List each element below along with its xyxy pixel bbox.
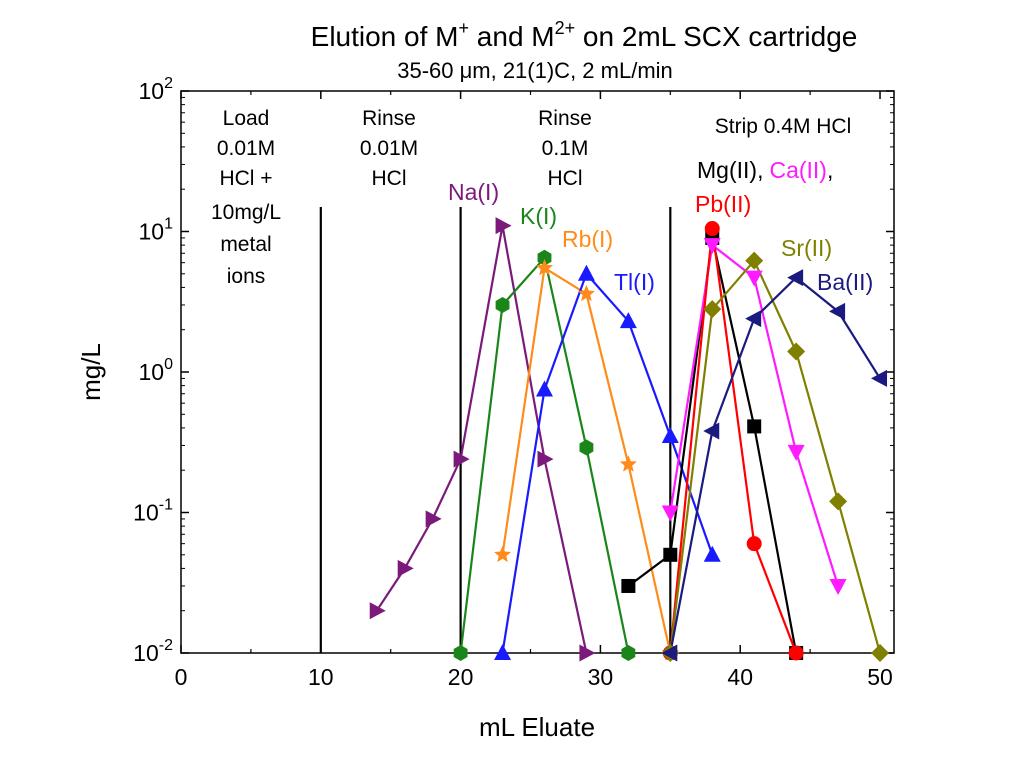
label-ca: Ca(II) <box>769 157 827 183</box>
point-k-i <box>537 249 552 266</box>
series-line-ba-ii <box>669 276 881 654</box>
point-na-i <box>425 510 442 528</box>
y-tick-label: 100 <box>139 356 174 385</box>
svg-text:0.01M: 0.01M <box>360 137 418 160</box>
x-tick-label: 40 <box>727 664 753 690</box>
svg-text:metal: metal <box>220 233 271 256</box>
svg-text:Rinse: Rinse <box>362 107 416 130</box>
label-tl: Tl(I) <box>614 269 655 295</box>
point-na-i <box>397 559 414 577</box>
point-na-i <box>495 217 512 235</box>
series-line-pb-ii <box>669 228 798 654</box>
series-line-rb-i <box>501 266 672 654</box>
series-line-na-i <box>375 225 588 654</box>
y-tick-label: 10-2 <box>133 637 173 666</box>
point-k-i <box>453 645 468 661</box>
label-na: Na(I) <box>448 179 499 205</box>
point-ca-ii <box>703 238 721 255</box>
chart-title: Elution of M+ and M2+ on 2mL SCX cartrid… <box>311 18 858 52</box>
point-ba-ii <box>745 310 762 328</box>
x-tick-label: 0 <box>175 664 188 690</box>
label-ba: Ba(II) <box>817 269 873 295</box>
x-tick-label: 50 <box>867 664 893 690</box>
point-ca-ii <box>787 444 805 461</box>
label-rb: Rb(I) <box>562 226 613 252</box>
point-rb-i <box>493 545 512 563</box>
y-tick-label: 101 <box>139 216 174 245</box>
phase-rinse2-annotation: Rinse 0.1M HCl <box>538 107 592 190</box>
point-ca-ii <box>829 578 847 595</box>
point-tl-i <box>494 644 512 660</box>
point-sr-ii <box>703 300 722 319</box>
x-tick-label: 30 <box>588 664 614 690</box>
point-na-i <box>579 644 596 662</box>
point-ba-ii <box>661 644 678 662</box>
series-line-mg-ii <box>627 237 798 654</box>
series-line-sr-ii <box>669 258 882 654</box>
point-mg-ii <box>621 578 636 593</box>
point-ca-ii <box>745 270 763 287</box>
phase-rinse1-annotation: Rinse 0.01M HCl <box>360 107 418 190</box>
svg-text:HCl: HCl <box>372 167 407 190</box>
point-pb-ii <box>788 645 804 661</box>
point-tl-i <box>535 380 553 397</box>
point-mg-ii <box>747 419 762 434</box>
point-tl-i <box>619 312 637 329</box>
point-rb-i <box>619 455 637 472</box>
y-tick-label: 102 <box>139 75 174 104</box>
point-pb-ii <box>704 221 720 237</box>
point-rb-i <box>535 258 554 276</box>
y-tick-label: 10-1 <box>133 497 173 526</box>
svg-text:Load: Load <box>223 107 270 130</box>
x-tick-label: 10 <box>308 664 334 690</box>
label-sr: Sr(II) <box>781 235 832 261</box>
label-mg: Mg(II) <box>697 157 757 183</box>
point-sr-ii <box>871 644 890 662</box>
point-na-i <box>537 450 554 468</box>
y-axis-label: mg/L <box>76 343 106 401</box>
point-k-i <box>621 645 636 661</box>
svg-text:HCl: HCl <box>548 167 583 190</box>
svg-text:0.01M: 0.01M <box>217 137 275 160</box>
point-k-i <box>579 439 594 456</box>
series-line-tl-i <box>501 271 714 654</box>
point-k-i <box>495 296 510 313</box>
svg-text:Strip 0.4M HCl: Strip 0.4M HCl <box>715 115 852 138</box>
point-ba-ii <box>787 269 804 287</box>
point-ca-ii <box>661 505 679 522</box>
phase-strip-annotation: Strip 0.4M HCl <box>715 115 852 138</box>
x-axis-label: mL Eluate <box>479 712 595 742</box>
point-na-i <box>369 602 386 620</box>
svg-text:ions: ions <box>227 265 266 288</box>
point-mg-ii <box>663 547 678 562</box>
svg-text:0.1M: 0.1M <box>542 137 589 160</box>
label-k: K(I) <box>520 203 557 229</box>
svg-text:Rinse: Rinse <box>538 107 592 130</box>
strip-series-labels: Mg(II), Ca(II), <box>697 157 833 183</box>
point-sr-ii <box>829 492 848 511</box>
point-tl-i <box>703 545 721 562</box>
label-pb: Pb(II) <box>695 191 751 217</box>
x-tick-label: 20 <box>448 664 474 690</box>
point-ba-ii <box>871 369 888 387</box>
chart-subtitle: 35-60 μm, 21(1)C, 2 mL/min <box>397 58 673 83</box>
svg-text:HCl +: HCl + <box>219 167 272 190</box>
point-sr-ii <box>787 342 806 361</box>
point-tl-i <box>661 427 679 444</box>
point-rb-i <box>577 284 595 302</box>
point-ba-ii <box>829 302 846 320</box>
svg-text:10mg/L: 10mg/L <box>211 201 281 224</box>
point-sr-ii <box>745 251 764 270</box>
phase-load-annotation: Load 0.01M HCl + 10mg/L metal ions <box>211 107 281 288</box>
point-ba-ii <box>703 422 720 440</box>
point-pb-ii <box>746 536 762 552</box>
point-tl-i <box>577 264 595 281</box>
point-na-i <box>453 450 470 468</box>
